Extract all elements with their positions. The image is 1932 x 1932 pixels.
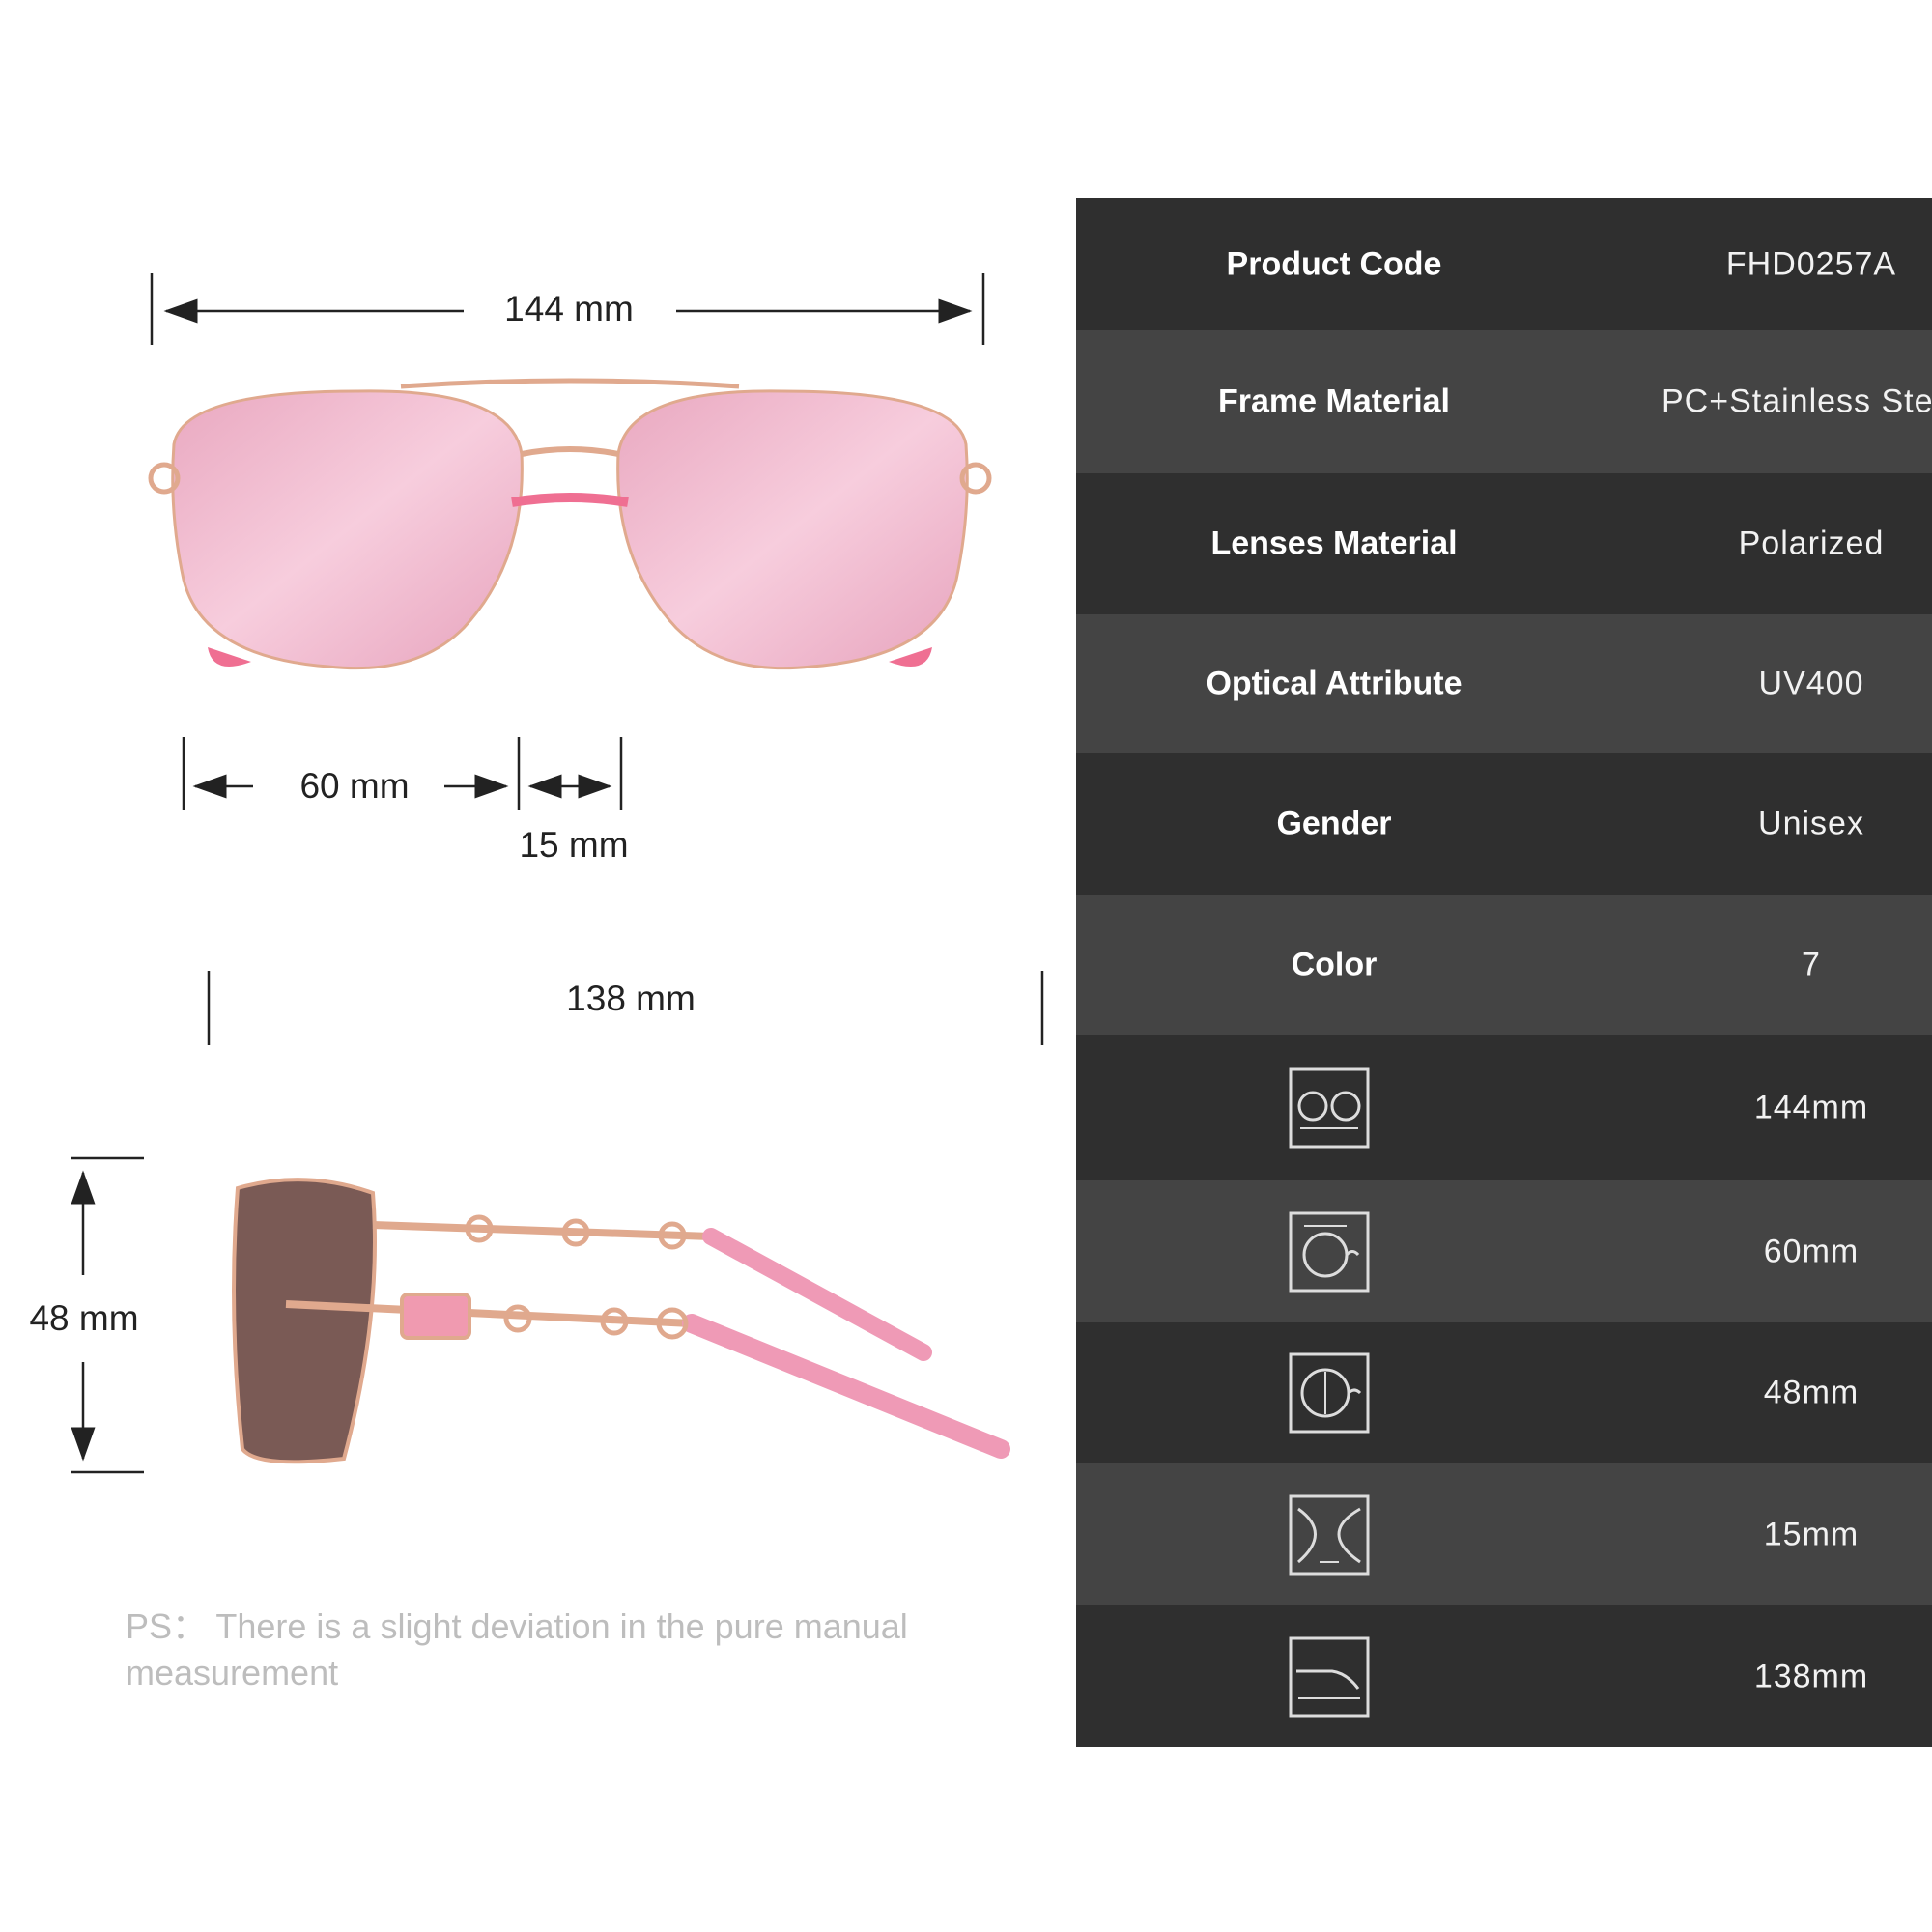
spec-table: Product Code FHD0257A Frame Material PC+…: [1076, 198, 1932, 1747]
lens-height-icon: [1289, 1352, 1370, 1434]
table-row: Lenses Material Polarized: [1076, 473, 1932, 614]
row-label: Frame Material: [1218, 383, 1450, 420]
row-label: Lenses Material: [1210, 525, 1458, 562]
row-value: 15mm: [1763, 1516, 1860, 1552]
table-row: 15mm: [1076, 1463, 1932, 1605]
temple-length-label: 138 mm: [558, 979, 703, 1019]
bridge-width-label: 15 mm: [511, 825, 637, 866]
row-label: Product Code: [1226, 245, 1442, 282]
row-value: 48mm: [1763, 1374, 1860, 1411]
bridge-width-icon: [1289, 1494, 1370, 1575]
dimension-lens-height: [71, 1156, 144, 1474]
dimension-lines: [150, 273, 1044, 1045]
table-row: Product Code FHD0257A: [1076, 198, 1932, 330]
table-row: 138mm: [1076, 1605, 1932, 1747]
total-width-label: 144 mm: [497, 289, 641, 329]
table-row: 48mm: [1076, 1322, 1932, 1463]
row-value: PC+Stainless Steel: [1662, 383, 1932, 420]
lens-height-label: 48 mm: [21, 1298, 147, 1339]
row-value: FHD0257A: [1725, 245, 1897, 282]
sunglasses-side-image: [232, 1178, 1010, 1464]
row-value: Polarized: [1738, 525, 1885, 562]
lens-width-icon: [1289, 1211, 1370, 1292]
measurement-note: PS： There is a slight deviation in the p…: [126, 1606, 908, 1692]
sunglasses-front-image: [148, 378, 992, 670]
table-row: Frame Material PC+Stainless Steel: [1076, 330, 1932, 473]
lens-width-label: 60 mm: [292, 766, 417, 807]
row-label: Optical Attribute: [1206, 665, 1463, 701]
row-value: 144mm: [1753, 1089, 1869, 1125]
row-value: Unisex: [1758, 805, 1864, 841]
row-value: UV400: [1758, 665, 1864, 701]
row-value: 60mm: [1763, 1233, 1860, 1269]
row-value: 138mm: [1753, 1658, 1869, 1694]
row-label: Color: [1291, 946, 1378, 982]
row-label: Gender: [1276, 805, 1392, 841]
table-row: Optical Attribute UV400: [1076, 614, 1932, 753]
table-row: Gender Unisex: [1076, 753, 1932, 895]
table-row: 60mm: [1076, 1180, 1932, 1322]
table-row: 144mm: [1076, 1035, 1932, 1180]
row-value: 7: [1802, 946, 1821, 982]
frame-width-icon: [1289, 1067, 1370, 1148]
table-row: Color 7: [1076, 895, 1932, 1035]
temple-length-icon: [1289, 1636, 1370, 1717]
